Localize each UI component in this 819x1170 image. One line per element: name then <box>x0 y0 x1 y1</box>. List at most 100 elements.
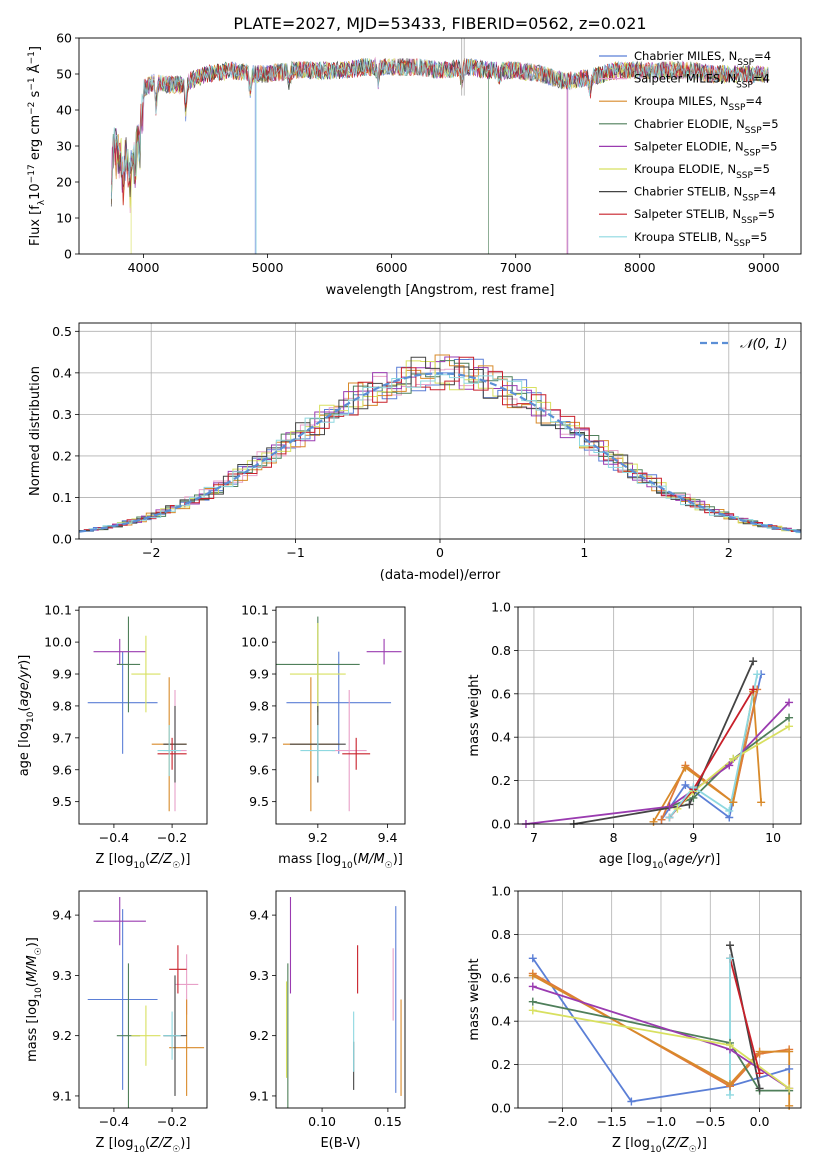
x-tick-label: 6000 <box>376 260 408 275</box>
x-tick-label: 8 <box>610 830 618 845</box>
panel-age_vs_Z: −0.4 −0.2 9.5 9.6 9.7 9.8 9.9 10.0 10.1 Z [log10(… <box>17 603 208 871</box>
plot-area <box>276 616 402 812</box>
x-tick-label: −0.4 <box>99 830 129 845</box>
y-tick-label: 9.1 <box>249 1088 269 1103</box>
spectrum-series-line <box>110 58 769 254</box>
x-tick-label: 0.10 <box>308 1114 336 1129</box>
y-axis-label: mass [log10(M/M☉)] <box>25 937 44 1062</box>
weight-marker <box>673 804 682 813</box>
y-tick-label: 9.7 <box>249 730 269 745</box>
y-tick-label: 9.5 <box>249 794 269 809</box>
y-tick-label: 1.0 <box>491 884 511 899</box>
x-tick-label: 4000 <box>128 260 160 275</box>
x-tick-label: −0.5 <box>695 1114 725 1129</box>
weight-marker <box>528 971 537 980</box>
y-tick-label: 0.2 <box>491 1057 511 1072</box>
y-tick-label: 9.4 <box>249 908 269 923</box>
x-axis-label: mass [log10(M/M☉)] <box>278 852 403 871</box>
histogram-series <box>79 356 801 534</box>
weight-marker <box>785 1101 794 1110</box>
plot-area <box>525 660 790 824</box>
x-tick-label: 9.4 <box>378 830 398 845</box>
y-tick-label: 10.1 <box>44 603 72 618</box>
weight-marker <box>785 1047 794 1056</box>
x-tick-label: 9 <box>689 830 697 845</box>
spectrum-series-line <box>110 56 769 254</box>
weight-series-line <box>573 660 755 824</box>
figure-title: PLATE=2027, MJD=53433, FIBERID=0562, z=0… <box>233 14 646 33</box>
weight-marker <box>725 761 734 770</box>
weight-marker <box>627 1097 636 1106</box>
y-tick-label: 9.2 <box>52 1028 72 1043</box>
y-axis-label: Flux [fλ10−17 erg cm−2 s−1 Å−1] <box>27 46 47 246</box>
y-tick-label: 20 <box>56 175 72 190</box>
weight-series-line <box>676 725 790 810</box>
weight-marker <box>726 1041 735 1050</box>
y-axis-label: mass weight <box>467 958 482 1040</box>
y-tick-label: 0.2 <box>52 448 72 463</box>
plot-area <box>110 38 769 254</box>
x-tick-label: −1 <box>286 545 304 560</box>
panel-spectrum: 4000 5000 6000 7000 8000 9000 0 10 20 30 40 50 60 Cha… <box>27 31 802 298</box>
y-tick-label: 1.0 <box>491 600 511 615</box>
y-tick-label: 9.6 <box>52 762 72 777</box>
panel-mass_vs_EBV: 0.10 0.15 9.1 9.2 9.3 9.4 E(B-V) <box>249 890 406 1151</box>
y-tick-label: 9.3 <box>249 968 269 983</box>
legend-label: Salpeter ELODIE, NSSP=5 <box>634 139 777 158</box>
y-axis-label: mass weight <box>467 674 482 756</box>
legend-label: Chabrier MILES, NSSP=4 <box>634 49 771 68</box>
x-tick-label: 7 <box>530 830 538 845</box>
y-axis-label: age [log10(age/yr)] <box>17 655 36 777</box>
x-axis-label: Z [log10(Z/Z☉)] <box>96 1136 191 1155</box>
y-tick-label: 0.1 <box>52 490 72 505</box>
histogram-series <box>88 360 801 533</box>
axes-frame <box>78 37 802 255</box>
weight-marker <box>726 941 735 950</box>
weight-series-line <box>525 701 790 824</box>
x-tick-label: −1.0 <box>646 1114 676 1129</box>
y-tick-label: 50 <box>56 67 72 82</box>
y-tick-label: 0.0 <box>491 817 511 832</box>
panel-mass_vs_Z: −0.4 −0.2 9.1 9.2 9.3 9.4 Z [log10(Z/Z☉)] mass … <box>25 890 208 1155</box>
x-tick-label: 9.2 <box>308 830 328 845</box>
plot-area <box>87 616 187 812</box>
weight-marker <box>785 713 794 722</box>
axes-frame <box>78 322 802 540</box>
spectrum-series-line <box>110 58 769 254</box>
y-tick-label: 60 <box>56 31 72 46</box>
x-tick-label: 10 <box>765 830 781 845</box>
axes-frame <box>517 606 802 825</box>
axes-frame <box>275 606 406 825</box>
y-tick-label: 0.3 <box>52 407 72 422</box>
y-tick-label: 9.4 <box>52 908 72 923</box>
y-tick-label: 9.9 <box>52 667 72 682</box>
x-axis-label: Z [log10(Z/Z☉)] <box>612 1136 707 1155</box>
y-tick-label: 0 <box>64 247 72 262</box>
x-tick-label: −1.5 <box>596 1114 626 1129</box>
y-tick-label: 0.6 <box>491 686 511 701</box>
weight-marker <box>729 798 738 807</box>
y-tick-label: 9.8 <box>52 698 72 713</box>
spectrum-series-line <box>110 57 769 254</box>
weight-marker <box>649 817 658 826</box>
y-tick-label: 9.3 <box>52 968 72 983</box>
weight-marker <box>528 1006 537 1015</box>
weight-series-line <box>532 1000 790 1092</box>
weight-marker <box>785 1084 794 1093</box>
x-tick-label: −0.2 <box>157 830 187 845</box>
weight-marker <box>757 798 766 807</box>
x-tick-label: 0 <box>436 545 444 560</box>
weight-marker <box>755 1084 764 1093</box>
axes-frame <box>78 606 208 825</box>
weight-marker <box>755 1069 764 1078</box>
legend-label: Salpeter MILES, NSSP=4 <box>634 72 770 91</box>
weight-marker <box>726 1090 735 1099</box>
legend-label: Salpeter STELIB, NSSP=5 <box>634 207 775 226</box>
weight-marker <box>725 806 734 815</box>
weight-marker <box>755 1047 764 1056</box>
y-tick-label: 9.7 <box>52 730 72 745</box>
panel-weight_vs_age: 7 8 9 10 0.0 0.2 0.4 0.6 0.8 1.0 age [log10(age/yr… <box>467 600 802 871</box>
y-tick-label: 10.0 <box>241 635 269 650</box>
axes-frame <box>78 890 208 1109</box>
